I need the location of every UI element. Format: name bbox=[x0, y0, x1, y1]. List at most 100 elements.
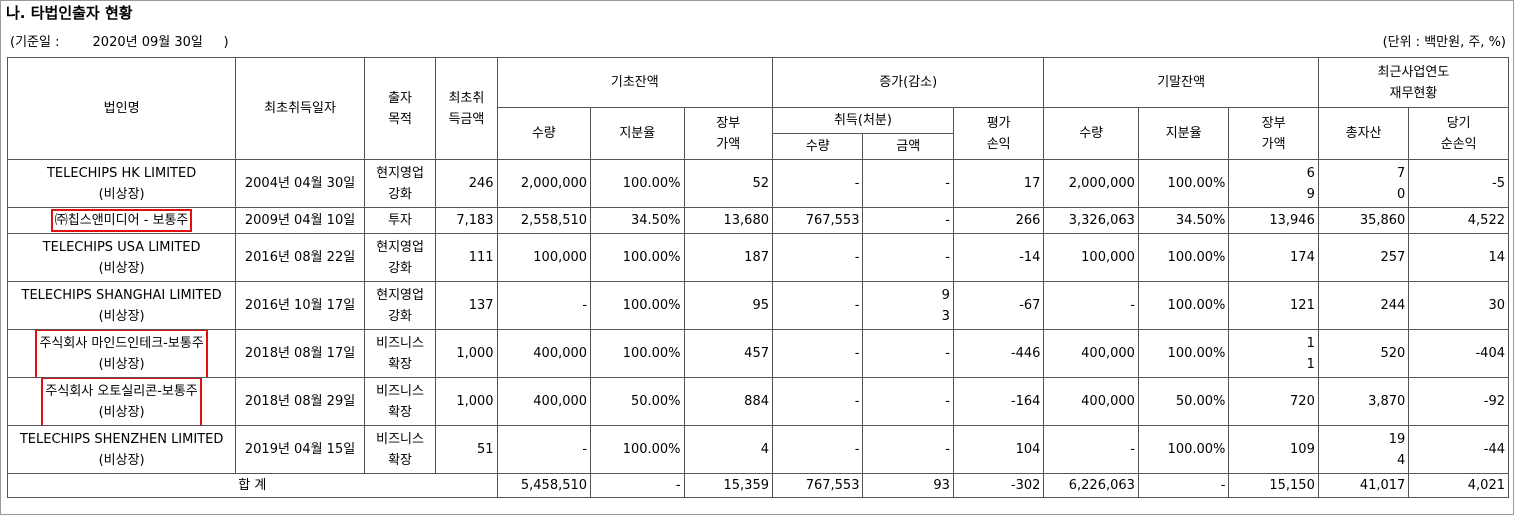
end-share: 100.00% bbox=[1137, 425, 1230, 474]
unit-label: (단위 : 백만원, 주, %) bbox=[1382, 35, 1506, 50]
total-end-share: - bbox=[1137, 473, 1230, 498]
change-amount: - bbox=[862, 425, 954, 474]
end-book: 720 bbox=[1228, 377, 1319, 426]
corp-name: ㈜칩스앤미디어 - 보통주 bbox=[6, 207, 237, 234]
first-acq-amount: 51 bbox=[435, 425, 498, 474]
begin-share: 100.00% bbox=[590, 159, 685, 208]
eval-gain-loss: -164 bbox=[952, 377, 1045, 426]
change-qty: 767,553 bbox=[771, 207, 864, 234]
begin-qty: 400,000 bbox=[496, 329, 592, 378]
first-acq-amount: 111 bbox=[435, 233, 498, 282]
corp-name: TELECHIPS SHANGHAI LIMITED (비상장) bbox=[6, 281, 237, 330]
end-qty: - bbox=[1043, 281, 1139, 330]
table-row: TELECHIPS USA LIMITED (비상장) 2016년 08월 22일… bbox=[6, 233, 1509, 282]
table-row: 주식회사 마인드인테크-보통주 (비상장) 2018년 08월 17일 비즈니스 확… bbox=[6, 329, 1509, 378]
purpose: 비즈니스 확장 bbox=[363, 377, 437, 426]
end-qty: 2,000,000 bbox=[1043, 159, 1139, 208]
net-income: -92 bbox=[1408, 377, 1509, 426]
header-begin-share: 지분율 bbox=[590, 107, 685, 160]
begin-book: 884 bbox=[683, 377, 774, 426]
total-row: 합 계 5,458,510 - 15,359 767,553 93 -302 6… bbox=[7, 473, 1509, 498]
total-end-qty: 6,226,063 bbox=[1043, 473, 1139, 498]
corp-name: TELECHIPS HK LIMITED (비상장) bbox=[6, 159, 237, 208]
end-share: 50.00% bbox=[1137, 377, 1230, 426]
begin-share: 34.50% bbox=[590, 207, 685, 234]
begin-share: 100.00% bbox=[590, 425, 685, 474]
end-qty: - bbox=[1043, 425, 1139, 474]
corp-name: TELECHIPS SHENZHEN LIMITED (비상장) bbox=[6, 425, 237, 474]
first-acq-date: 2016년 08월 22일 bbox=[235, 233, 365, 282]
section-title: 나. 타법인출자 현황 bbox=[6, 4, 133, 22]
end-share: 100.00% bbox=[1137, 329, 1230, 378]
total-begin-qty: 5,458,510 bbox=[496, 473, 592, 498]
eval-gain-loss: -14 bbox=[952, 233, 1045, 282]
begin-share: 100.00% bbox=[590, 233, 685, 282]
table-row: TELECHIPS HK LIMITED (비상장) 2004년 04월 30일 … bbox=[6, 159, 1509, 208]
header-first-acq-date: 최초취득일자 bbox=[235, 57, 365, 160]
begin-book: 4 bbox=[683, 425, 774, 474]
total-change-amount: 93 bbox=[862, 473, 954, 498]
begin-qty: 100,000 bbox=[496, 233, 592, 282]
total-net-income: 4,021 bbox=[1408, 473, 1509, 498]
net-income: 14 bbox=[1408, 233, 1509, 282]
first-acq-amount: 137 bbox=[435, 281, 498, 330]
purpose: 현지영업 강화 bbox=[363, 281, 437, 330]
net-income: -5 bbox=[1408, 159, 1509, 208]
header-total-assets: 총자산 bbox=[1317, 107, 1410, 160]
header-change-qty: 수량 bbox=[771, 133, 864, 160]
table-row: ㈜칩스앤미디어 - 보통주 2009년 04월 10일 투자 7,183 2,5… bbox=[6, 207, 1509, 234]
header-change: 증가(감소) bbox=[771, 57, 1045, 108]
total-assets: 520 bbox=[1317, 329, 1410, 378]
header-financials: 최근사업연도 재무현황 bbox=[1317, 57, 1510, 108]
header-end-balance: 기말잔액 bbox=[1043, 57, 1319, 108]
first-acq-amount: 1,000 bbox=[435, 377, 498, 426]
change-amount: - bbox=[862, 233, 954, 282]
begin-qty: 400,000 bbox=[496, 377, 592, 426]
base-date: (기준일 : 2020년 09월 30일 ) bbox=[10, 35, 229, 50]
header-first-acq-amount: 최초취 득금액 bbox=[435, 57, 498, 160]
change-amount: - bbox=[862, 377, 954, 426]
purpose: 현지영업 강화 bbox=[363, 233, 437, 282]
first-acq-amount: 246 bbox=[435, 159, 498, 208]
begin-share: 100.00% bbox=[590, 329, 685, 378]
eval-gain-loss: 17 bbox=[952, 159, 1045, 208]
eval-gain-loss: -446 bbox=[952, 329, 1045, 378]
eval-gain-loss: -67 bbox=[952, 281, 1045, 330]
change-qty: - bbox=[771, 377, 864, 426]
change-qty: - bbox=[771, 281, 864, 330]
net-income: 4,522 bbox=[1408, 207, 1509, 234]
total-assets: 19 4 bbox=[1317, 425, 1410, 474]
begin-qty: 2,000,000 bbox=[496, 159, 592, 208]
corp-name: 주식회사 마인드인테크-보통주 (비상장) bbox=[6, 329, 237, 378]
change-amount: - bbox=[862, 159, 954, 208]
change-amount: - bbox=[862, 329, 954, 378]
begin-share: 100.00% bbox=[590, 281, 685, 330]
end-book: 121 bbox=[1228, 281, 1319, 330]
table-row: 주식회사 오토실리콘-보통주 (비상장) 2018년 08월 29일 비즈니스 확장… bbox=[6, 377, 1509, 426]
end-share: 34.50% bbox=[1137, 207, 1230, 234]
header-change-amount: 금액 bbox=[862, 133, 954, 160]
purpose: 비즈니스 확장 bbox=[363, 425, 437, 474]
header-end-share: 지분율 bbox=[1137, 107, 1230, 160]
eval-gain-loss: 104 bbox=[952, 425, 1045, 474]
change-qty: - bbox=[771, 329, 864, 378]
table-row: TELECHIPS SHENZHEN LIMITED (비상장) 2019년 04… bbox=[6, 425, 1509, 474]
header-purpose: 출자 목적 bbox=[363, 57, 437, 160]
begin-book: 95 bbox=[683, 281, 774, 330]
end-qty: 400,000 bbox=[1043, 329, 1139, 378]
first-acq-date: 2016년 10월 17일 bbox=[235, 281, 365, 330]
first-acq-amount: 7,183 bbox=[435, 207, 498, 234]
end-qty: 400,000 bbox=[1043, 377, 1139, 426]
investment-table: 법인명 최초취득일자 출자 목적 최초취 득금액 기초잔액 증가(감소) 기말잔액 … bbox=[6, 57, 1510, 498]
purpose: 현지영업 강화 bbox=[363, 159, 437, 208]
header-end-book: 장부 가액 bbox=[1228, 107, 1319, 160]
change-qty: - bbox=[771, 159, 864, 208]
total-assets: 35,860 bbox=[1317, 207, 1410, 234]
first-acq-date: 2018년 08월 29일 bbox=[235, 377, 365, 426]
header-corp-name: 법인명 bbox=[6, 57, 237, 160]
corp-name: TELECHIPS USA LIMITED (비상장) bbox=[6, 233, 237, 282]
net-income: -44 bbox=[1408, 425, 1509, 474]
